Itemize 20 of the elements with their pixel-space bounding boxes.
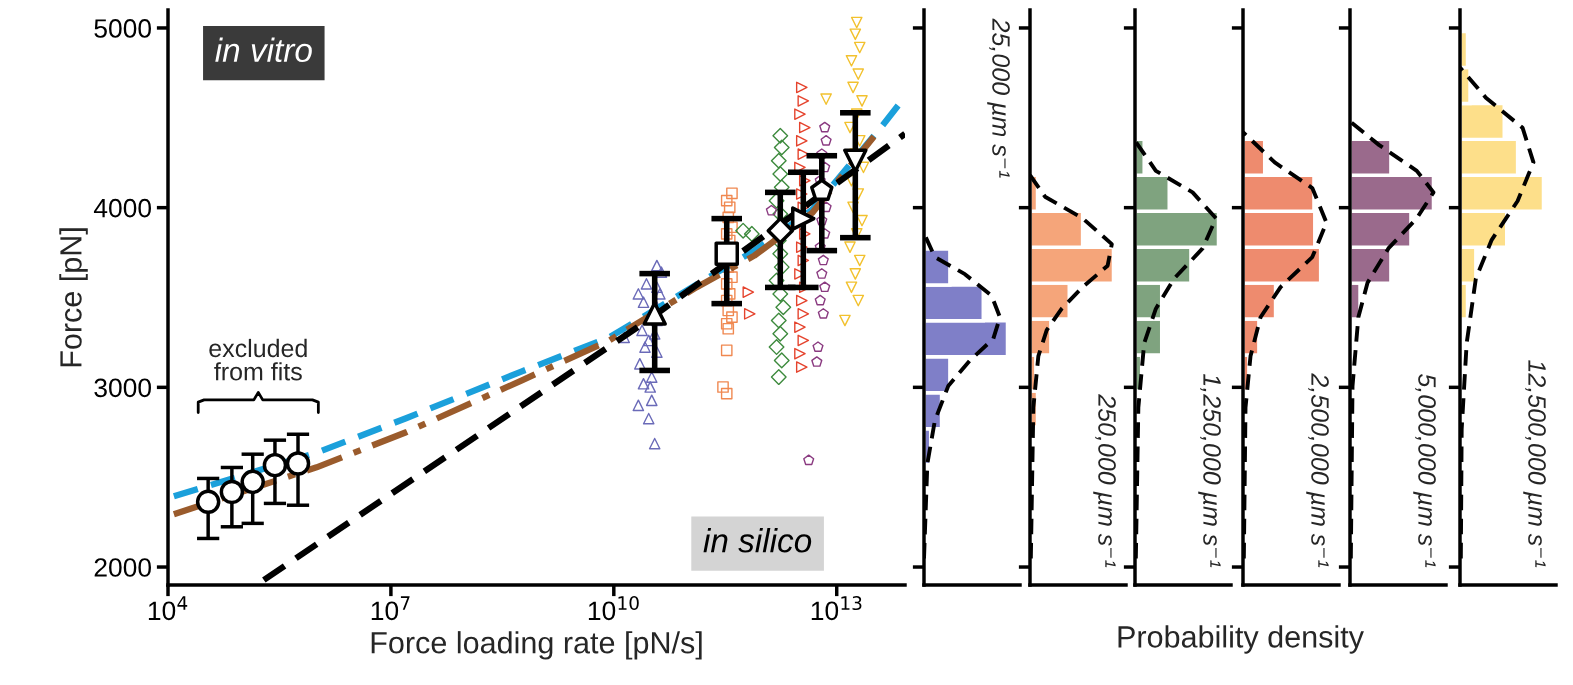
x-tick-label: 10$^{7}$	[371, 596, 410, 621]
y-tick-label: 5000	[94, 19, 151, 38]
annotation: 2,500,000 µm s⁻¹	[1306, 373, 1329, 568]
annotation: 1,250,000 µm s⁻¹	[1198, 374, 1221, 568]
annotation: 25,000 µm s⁻¹	[987, 18, 1010, 178]
annotation: 5,000,000 µm s⁻¹	[1413, 373, 1436, 568]
x-axis-title: Probability density	[1118, 625, 1364, 654]
annotation: excluded from fits	[209, 338, 307, 381]
y-axis-title: Force [pN]	[59, 228, 88, 367]
x-axis-title: Force loading rate [pN/s]	[371, 631, 702, 660]
annotation: 12,500,000 µm s⁻¹	[1523, 360, 1546, 568]
annotation: in silico	[703, 528, 812, 553]
x-tick-label: 10$^{10}$	[588, 596, 639, 621]
annotation: 250,000 µm s⁻¹	[1093, 394, 1116, 568]
y-tick-label: 4000	[93, 198, 151, 218]
annotation: in vitro	[215, 37, 312, 63]
x-tick-label: 10$^{13}$	[811, 596, 862, 621]
x-tick-label: 10$^{4}$	[148, 596, 188, 621]
y-tick-label: 2000	[94, 558, 151, 577]
y-tick-label: 3000	[94, 378, 151, 398]
